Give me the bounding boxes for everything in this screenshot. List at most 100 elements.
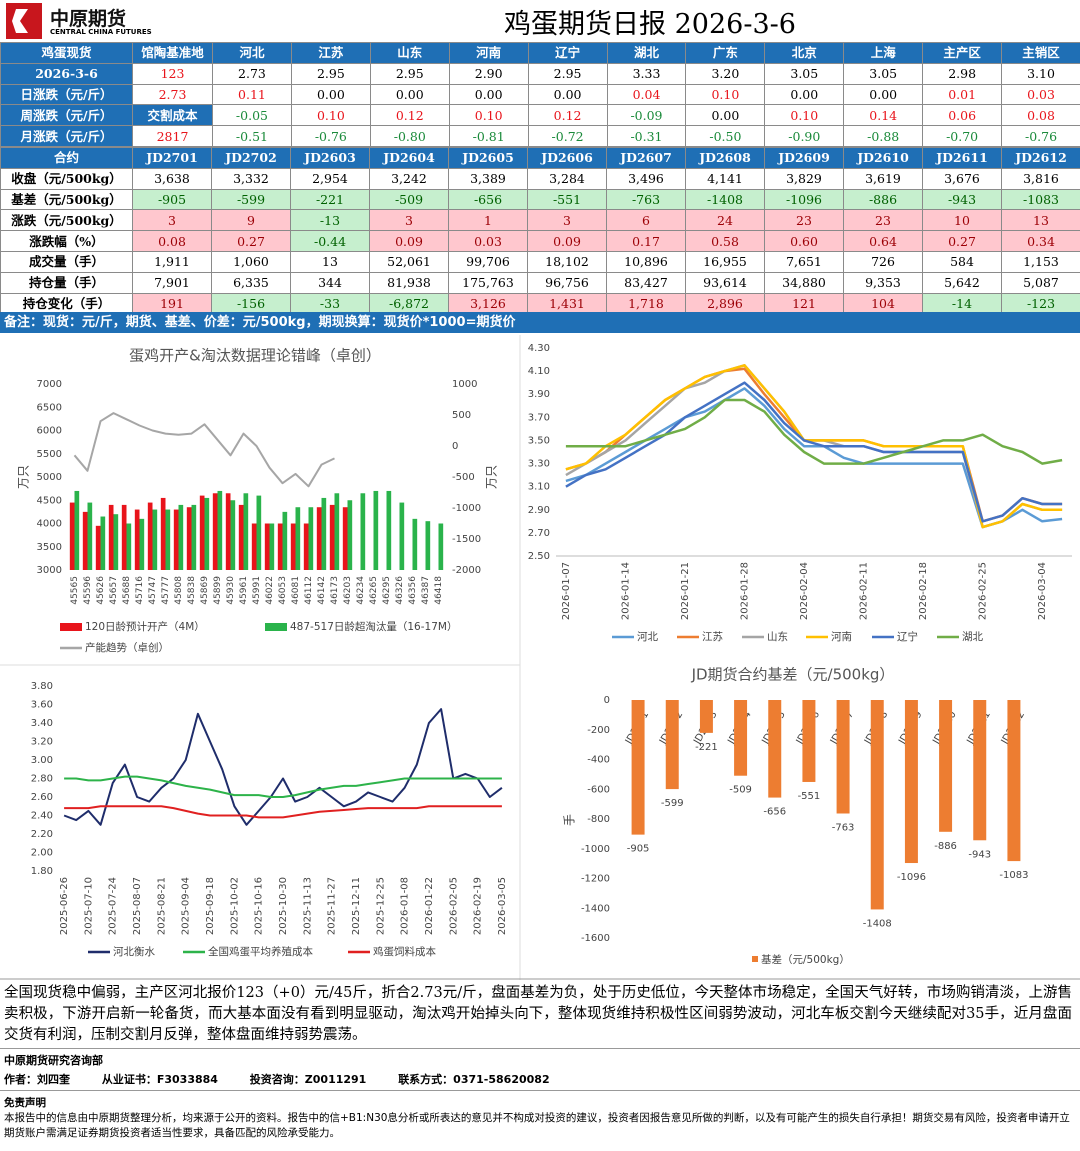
- y-tick-label: -400: [587, 755, 610, 766]
- x-tick-label: 45747: [148, 576, 158, 605]
- header-cell: 鸡蛋现货: [0, 42, 133, 64]
- bar: [165, 509, 171, 570]
- table-row: 持仓量（手） 7,901 6,335 344 81,938 175,763 96,756 83…: [0, 271, 1080, 294]
- bar: [329, 504, 335, 570]
- y-tick-label: -1400: [581, 903, 610, 914]
- cell: 0.11: [212, 83, 292, 106]
- charts: 蛋鸡开产&淘汰数据理论错峰（卓创） 万只 万只 3000 3500 4000 4500 500…: [0, 335, 1080, 980]
- cell: 涨跌幅（%）: [0, 230, 133, 252]
- header-cell: 辽宁: [527, 42, 608, 64]
- x-tick-label: 2025-06-26: [59, 877, 70, 935]
- cell: -0.76: [1001, 125, 1080, 147]
- cell: 3,126: [448, 292, 528, 315]
- cell: 175,763: [448, 271, 528, 294]
- bar: [121, 504, 127, 570]
- legend-label: 基差（元/500kg）: [761, 953, 850, 966]
- cell: -0.90: [764, 125, 845, 147]
- header-cell: 主销区: [1001, 42, 1080, 64]
- cell: -943: [922, 188, 1002, 211]
- logo-icon: [6, 3, 42, 39]
- x-tick-label: 2026-02-11: [859, 562, 870, 620]
- x-tick-label: 2026-01-28: [740, 562, 751, 620]
- x-tick-label: 2025-08-21: [156, 877, 167, 935]
- x-tick-label: 2026-02-18: [918, 562, 929, 620]
- cell: 周涨跌（元/斤）: [0, 104, 133, 127]
- x-tick-label: 2025-11-27: [327, 877, 338, 935]
- author: 作者：刘四奎: [4, 1073, 70, 1086]
- cell: 日涨跌（元/斤）: [0, 83, 133, 106]
- x-tick-label: 45991: [252, 576, 262, 605]
- logo-english: CENTRAL CHINA FUTURES: [50, 28, 152, 36]
- x-tick-label: 2026-01-08: [400, 877, 411, 935]
- y-tick-label: 2.20: [31, 829, 53, 840]
- header-cell: 湖北: [606, 42, 687, 64]
- bar: [386, 490, 392, 570]
- y-tick-label: 3.80: [31, 681, 53, 692]
- x-tick-label: 45808: [174, 576, 184, 605]
- y2-tick-label: 1000: [452, 379, 477, 390]
- cell: 3.33: [606, 62, 687, 85]
- cell: 18,102: [527, 250, 607, 273]
- x-tick-label: 46265: [369, 576, 379, 605]
- cell: 3.10: [1001, 62, 1080, 85]
- bar: [699, 700, 713, 733]
- data-label: -599: [661, 798, 684, 809]
- x-tick-label: 45565: [70, 576, 80, 605]
- header-cell: 上海: [843, 42, 924, 64]
- footer: 中原期货研究咨询部 作者：刘四奎 从业证书：F3033884 投资咨询：Z001…: [4, 1052, 1074, 1087]
- y-tick-label: 4.30: [528, 343, 550, 354]
- bar: [904, 700, 918, 864]
- legend-label: 产能趋势（卓创）: [85, 641, 169, 654]
- legend-swatch: [60, 623, 82, 631]
- cell: 23: [764, 209, 844, 232]
- cell: 持仓量（手）: [0, 271, 133, 294]
- bar: [316, 507, 322, 570]
- cell: -0.31: [606, 125, 687, 147]
- header-cell: 山东: [369, 42, 450, 64]
- data-label: -509: [729, 785, 752, 796]
- line: [63, 708, 503, 826]
- x-tick-label: 46053: [278, 576, 288, 605]
- table-row: 周涨跌（元/斤） 交割成本 -0.05 0.10 0.12 0.10 0.12 -0.09 0.…: [0, 104, 1080, 127]
- bar: [631, 700, 645, 835]
- cell: 交割成本: [132, 104, 213, 127]
- bar: [147, 502, 153, 570]
- bar: [87, 502, 93, 570]
- table-row: 基差（元/500kg） -905 -599 -221 -509 -656 -551 -763-…: [0, 188, 1080, 211]
- bar: [74, 490, 80, 570]
- bar: [160, 497, 166, 570]
- data-label: -1096: [897, 872, 926, 883]
- table-row: 鸡蛋现货 馆陶基准地 河北 江苏 山东 河南 辽宁 湖北 广东 北京 上海 主产区 主销区: [0, 42, 1080, 64]
- x-tick-label: 2026-02-25: [978, 562, 989, 620]
- x-tick-label: 2025-07-10: [83, 877, 94, 935]
- bar: [256, 495, 262, 570]
- data-label: -905: [627, 844, 650, 855]
- bar: [251, 523, 257, 570]
- cell: 1,431: [527, 292, 607, 315]
- y-tick-label: 2.70: [528, 528, 550, 539]
- x-tick-label: 45930: [226, 576, 236, 605]
- x-tick-label: 2026-03-04: [1037, 562, 1048, 620]
- bar: [308, 507, 314, 570]
- x-tick-label: 2025-08-07: [132, 877, 143, 935]
- cell: -763: [606, 188, 686, 211]
- cell: 0.09: [369, 230, 449, 252]
- bar: [1007, 700, 1021, 862]
- y-tick-label: 6500: [37, 402, 62, 413]
- y-tick-label: 3.70: [528, 412, 550, 423]
- legend-label: 河北: [637, 631, 658, 643]
- y-tick-label: 3.20: [31, 737, 53, 748]
- cell: 0.08: [132, 230, 212, 252]
- x-tick-label: 2025-09-18: [205, 877, 216, 935]
- data-label: -943: [968, 849, 991, 860]
- x-tick-label: 46081: [291, 576, 301, 605]
- y-tick-label: 4000: [37, 519, 62, 530]
- bar: [939, 700, 953, 832]
- table-row: 成交量（手） 1,911 1,060 13 52,061 99,706 18,102 10,8…: [0, 250, 1080, 273]
- table-row: 收盘（元/500kg） 3,638 3,332 2,954 3,242 3,389 3,28…: [0, 167, 1080, 190]
- y-tick-label: 4500: [37, 495, 62, 506]
- data-label: -1408: [863, 918, 892, 929]
- header-cell: JD2612: [1001, 146, 1080, 169]
- cell: 5,087: [1001, 271, 1080, 294]
- cell: -0.50: [685, 125, 766, 147]
